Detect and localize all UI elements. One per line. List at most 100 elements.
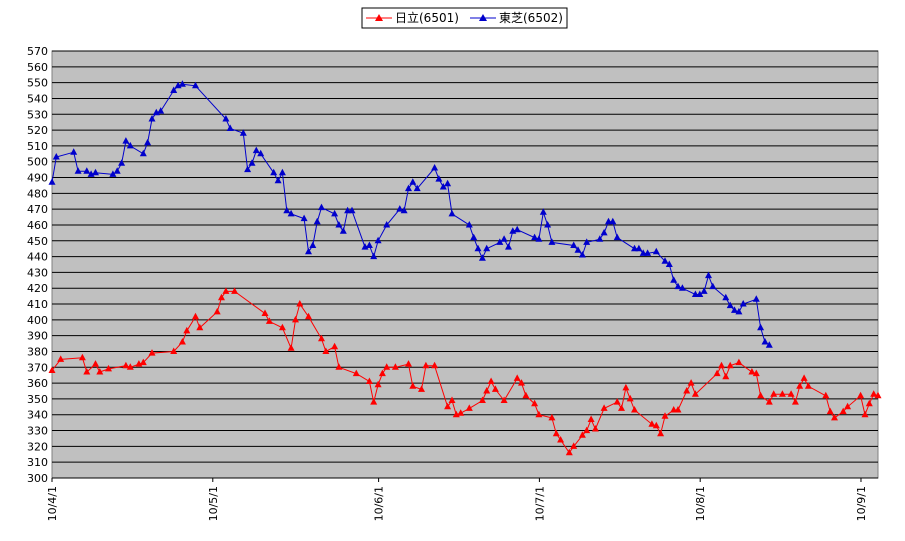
data-point — [574, 246, 582, 253]
data-point — [844, 402, 852, 410]
data-point — [96, 368, 104, 375]
data-point — [148, 349, 156, 356]
data-point — [335, 221, 343, 228]
data-point — [591, 425, 599, 432]
data-point — [565, 448, 573, 456]
data-point — [657, 429, 665, 437]
data-point — [331, 342, 339, 350]
data-point — [635, 244, 643, 252]
data-point — [544, 221, 552, 228]
data-point — [531, 233, 539, 241]
data-point — [292, 315, 299, 323]
data-point — [70, 148, 78, 155]
data-point — [722, 372, 730, 380]
data-point — [718, 361, 725, 369]
data-point — [465, 404, 473, 411]
data-point — [48, 178, 56, 185]
data-point — [287, 209, 295, 217]
data-point — [478, 254, 486, 261]
data-point — [378, 369, 386, 377]
data-point — [83, 368, 91, 375]
data-point — [265, 317, 273, 324]
data-point — [674, 282, 682, 290]
data-point — [374, 236, 382, 244]
plot-area — [51, 50, 879, 479]
data-point — [435, 175, 443, 182]
data-point — [396, 205, 404, 212]
data-point — [239, 129, 247, 136]
data-point — [305, 247, 312, 255]
data-point — [596, 235, 604, 242]
data-point — [244, 165, 252, 173]
y-tick-label-400: 400 — [27, 314, 48, 327]
data-point — [709, 282, 717, 290]
data-point — [778, 390, 786, 397]
data-point — [531, 399, 539, 407]
data-point — [535, 410, 543, 418]
data-point — [457, 409, 465, 416]
data-point — [757, 323, 765, 331]
data-point — [752, 369, 760, 377]
data-point — [422, 361, 430, 369]
data-point — [352, 369, 360, 377]
data-point — [570, 241, 578, 248]
data-point — [674, 406, 682, 413]
data-point — [539, 208, 547, 215]
data-point — [74, 167, 82, 174]
data-point — [478, 396, 486, 403]
data-point — [583, 238, 591, 245]
data-point — [105, 364, 112, 372]
data-point — [483, 244, 491, 252]
data-point — [274, 176, 282, 184]
data-point — [444, 402, 452, 410]
data-point — [661, 257, 669, 264]
x-tick-label: 10/9/1 — [855, 486, 868, 521]
y-tick-label-570: 570 — [27, 45, 48, 58]
data-point — [439, 183, 447, 190]
data-point — [700, 287, 708, 294]
data-point — [139, 149, 147, 157]
data-point — [157, 107, 165, 114]
data-point — [283, 206, 291, 214]
x-tick-label: 10/6/1 — [373, 486, 386, 521]
legend: 日立(6501) 東芝(6502) — [361, 7, 568, 29]
y-tick-label-540: 540 — [27, 92, 48, 105]
x-tick-label: 10/4/1 — [46, 486, 59, 521]
legend-label-hitachi: 日立(6501) — [395, 10, 459, 25]
data-point — [618, 404, 625, 411]
data-point — [548, 238, 556, 245]
data-point — [57, 355, 65, 362]
legend-box — [361, 7, 568, 29]
data-point — [570, 442, 578, 449]
data-point — [305, 312, 312, 320]
data-point — [222, 115, 230, 122]
data-point — [109, 170, 117, 177]
data-point — [148, 115, 156, 122]
data-point — [761, 338, 769, 345]
data-point — [52, 153, 60, 160]
data-point — [78, 353, 86, 361]
data-point — [691, 290, 699, 297]
data-point — [322, 347, 330, 354]
data-point — [309, 241, 317, 248]
data-point — [413, 184, 421, 192]
data-point — [344, 206, 352, 214]
data-point — [170, 86, 178, 93]
data-point — [431, 361, 439, 369]
data-point — [444, 179, 452, 187]
data-point — [331, 209, 339, 217]
data-point — [691, 390, 699, 397]
data-point — [552, 429, 560, 437]
data-point — [500, 235, 508, 242]
data-point — [296, 300, 304, 307]
x-tick-label: 10/7/1 — [533, 486, 546, 521]
data-point — [339, 227, 347, 234]
data-point — [631, 244, 638, 252]
y-tick-label-470: 470 — [27, 203, 48, 216]
y-tick-label-530: 530 — [27, 108, 48, 121]
data-point — [192, 81, 199, 89]
data-point — [505, 243, 512, 250]
data-point — [665, 260, 673, 267]
data-point — [409, 382, 417, 389]
y-axis-ticks: 300 310 320 330 340 350 360 370 380 390 400 410 420 4… — [27, 45, 48, 485]
